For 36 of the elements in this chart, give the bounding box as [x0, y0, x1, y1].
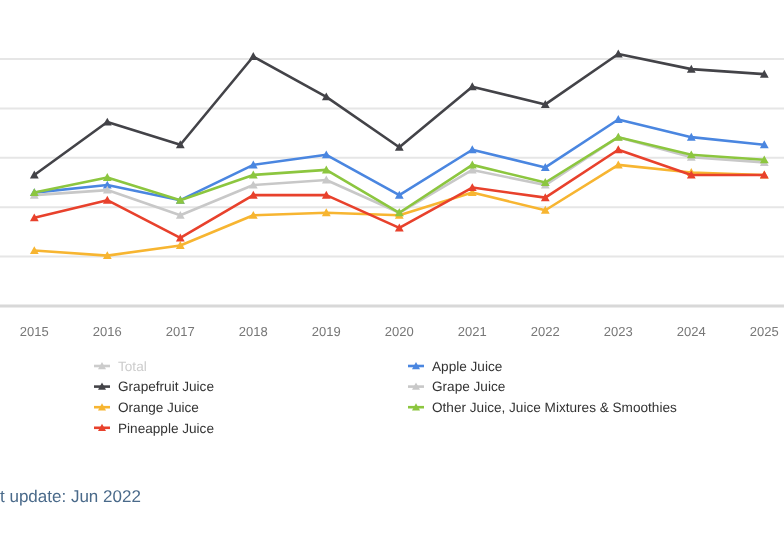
point: [540, 193, 550, 202]
point: [759, 140, 769, 149]
point: [102, 195, 112, 204]
point: [321, 150, 331, 159]
point: [467, 160, 477, 169]
point: [394, 190, 404, 199]
point: [613, 145, 623, 154]
point: [759, 69, 769, 78]
point: [248, 160, 258, 169]
point: [613, 160, 623, 169]
point: [102, 173, 112, 181]
point: [686, 132, 696, 141]
point: [248, 180, 258, 189]
point: [540, 163, 550, 171]
point: [467, 82, 477, 91]
point: [175, 140, 185, 149]
point: [248, 190, 258, 199]
point: [321, 190, 331, 199]
point: [540, 205, 550, 214]
point: [29, 246, 39, 255]
point: [321, 208, 331, 217]
point: [29, 213, 39, 222]
point: [102, 185, 112, 194]
point: [102, 251, 112, 260]
point: [248, 52, 258, 61]
point: [321, 175, 331, 184]
point: [321, 92, 331, 101]
point: [686, 64, 696, 73]
point: [248, 210, 258, 219]
point: [540, 100, 550, 108]
point: [175, 241, 185, 250]
point: [394, 142, 404, 151]
point: [175, 210, 185, 219]
point: [394, 223, 404, 232]
text: t update: Jun 2022: [0, 486, 142, 506]
point: [467, 145, 477, 154]
